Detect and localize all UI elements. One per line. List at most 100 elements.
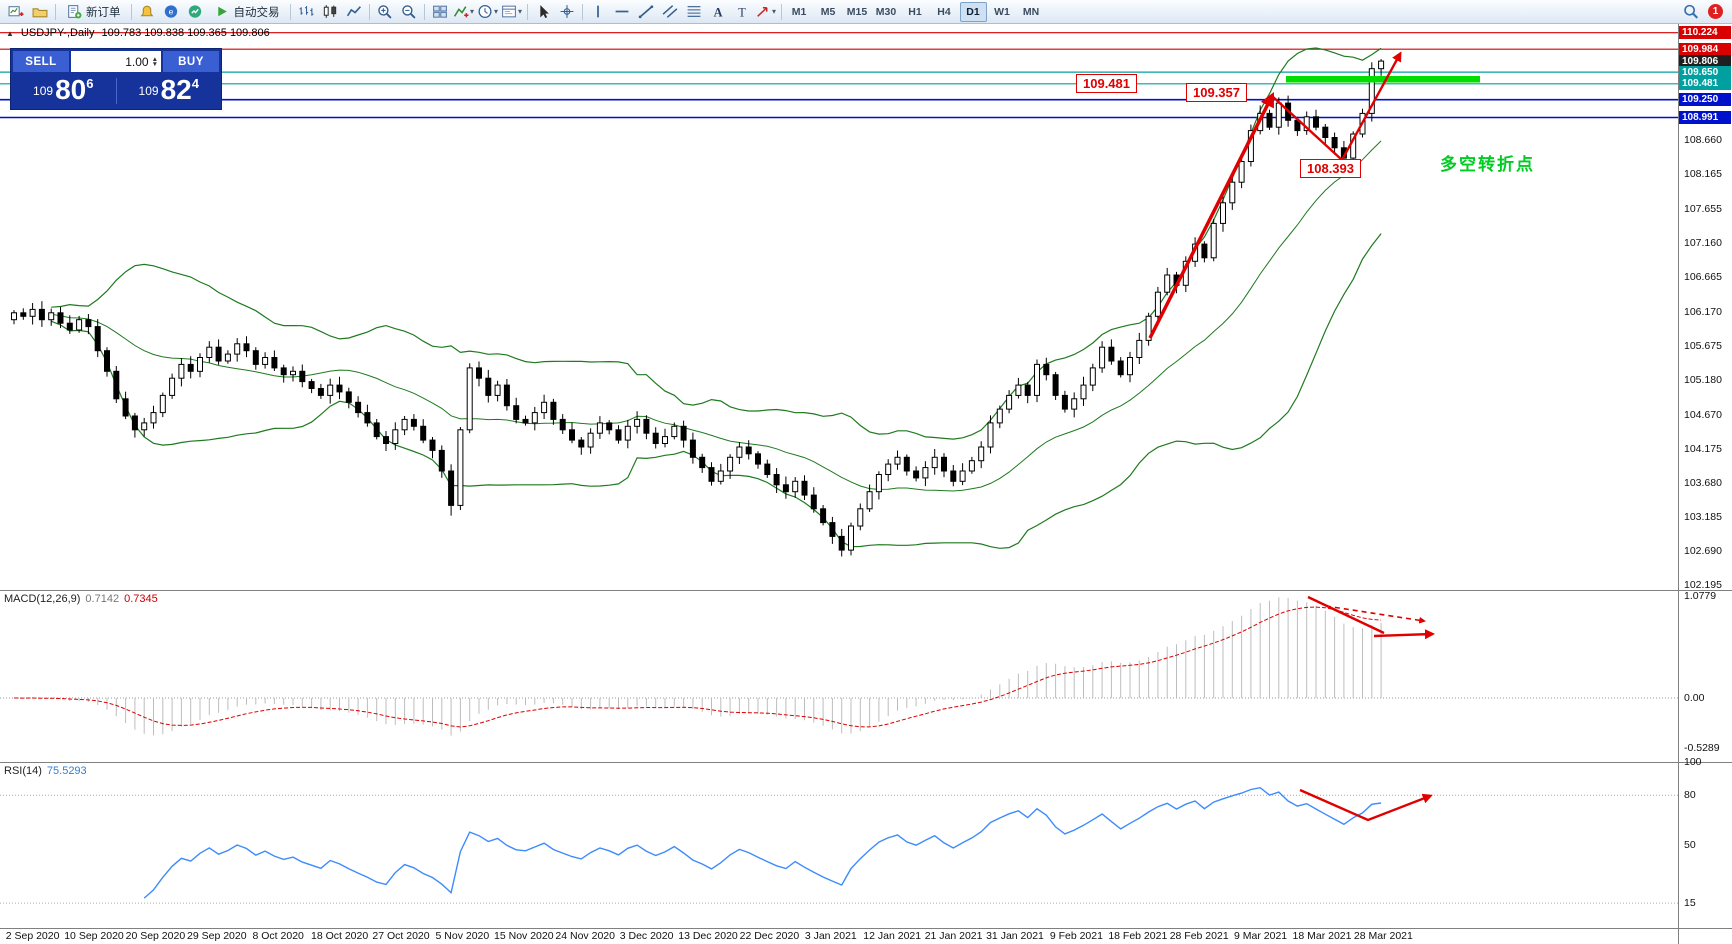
one-click-toggle-icon[interactable]: ▲	[6, 28, 14, 38]
line-chart-button[interactable]	[342, 1, 366, 23]
search-button[interactable]	[1679, 1, 1703, 23]
fibonacci-icon	[686, 4, 702, 19]
svg-text:e: e	[168, 6, 173, 16]
new-chart-icon	[8, 4, 24, 19]
toolbar-separator	[289, 3, 291, 20]
toolbar-separator	[423, 3, 425, 20]
timeframe-m30-button[interactable]: M30	[875, 5, 897, 18]
volume-up-icon[interactable]: ▲	[151, 55, 158, 63]
turning-point-text[interactable]: 多空转折点	[1440, 155, 1535, 174]
crosshair-button[interactable]	[555, 1, 579, 23]
price-annotation-peak[interactable]: 109.357	[1186, 83, 1247, 102]
profiles-button[interactable]	[28, 1, 52, 23]
alert-button[interactable]	[135, 1, 159, 23]
cursor-button[interactable]	[531, 1, 555, 23]
timeframe-m15-button[interactable]: M15	[846, 5, 868, 18]
volume-value: 1.00	[125, 54, 149, 69]
hline-icon	[614, 4, 630, 19]
bars-button[interactable]	[294, 1, 318, 23]
template-button[interactable]: ▾	[500, 1, 524, 23]
text-button[interactable]: A	[706, 1, 730, 23]
toolbar-separator	[581, 3, 583, 20]
market-button[interactable]	[183, 1, 207, 23]
ohlc-values: 109.783 109.838 109.365 109.806	[101, 27, 270, 39]
new-chart-button[interactable]	[4, 1, 28, 23]
price-annotation-dip[interactable]: 108.393	[1300, 159, 1361, 178]
channel-icon	[662, 4, 678, 19]
profiles-icon	[32, 4, 48, 19]
timeframe-w1-button[interactable]: W1	[994, 5, 1010, 18]
sell-price[interactable]: 109 80 6	[11, 76, 116, 105]
chevron-down-icon: ▾	[469, 7, 474, 16]
price-divider	[115, 77, 117, 104]
timeframe-h4-button[interactable]: H4	[937, 5, 951, 18]
search-icon	[1683, 4, 1699, 19]
autotrade-play-icon	[214, 4, 230, 19]
market-icon	[187, 4, 203, 19]
candles-button[interactable]	[318, 1, 342, 23]
sell-price-sup: 6	[86, 76, 94, 91]
buy-price-sup: 4	[191, 76, 199, 91]
hline-button[interactable]	[610, 1, 634, 23]
volume-field[interactable]: 1.00 ▲ ▼	[71, 51, 161, 72]
notification-badge[interactable]: 1	[1708, 4, 1723, 19]
indicators-button[interactable]: ▾	[452, 1, 476, 23]
macd-main-value: 0.7142	[85, 593, 120, 605]
vline-button[interactable]	[586, 1, 610, 23]
cursor-icon	[535, 4, 551, 19]
zoom-out-button[interactable]	[397, 1, 421, 23]
timeframe-m5-button[interactable]: M5	[820, 5, 836, 18]
price-annotation-resistance[interactable]: 109.481	[1076, 74, 1137, 93]
tile-windows-button[interactable]	[428, 1, 452, 23]
mql5-button[interactable]: e	[159, 1, 183, 23]
buy-button[interactable]: BUY	[163, 51, 219, 72]
clock-button[interactable]: ▾	[476, 1, 500, 23]
timeframe-mn-button[interactable]: MN	[1022, 5, 1040, 18]
rsi-label: RSI(14) 75.5293	[4, 765, 87, 777]
timeframe-m1-button[interactable]: M1	[791, 5, 807, 18]
timeframe-d1-button[interactable]: D1	[959, 1, 987, 22]
autotrade-button[interactable]: 自动交易	[207, 1, 287, 23]
volume-down-icon[interactable]: ▼	[151, 60, 158, 68]
toolbar-separator	[780, 3, 782, 20]
trendline-button[interactable]	[634, 1, 658, 23]
zoom-out-icon	[401, 4, 417, 19]
buy-price-big: 82	[160, 74, 192, 105]
zoom-in-button[interactable]	[373, 1, 397, 23]
chevron-down-icon: ▾	[771, 7, 776, 16]
new-order-icon	[66, 4, 82, 19]
fibonacci-button[interactable]	[682, 1, 706, 23]
channel-button[interactable]	[658, 1, 682, 23]
crosshair-icon	[559, 4, 575, 19]
shapes-button[interactable]: ▾	[754, 1, 778, 23]
trendline-icon	[638, 4, 654, 19]
sell-price-big: 80	[55, 74, 87, 105]
alert-icon	[139, 4, 155, 19]
chevron-down-icon: ▾	[517, 7, 522, 16]
symbol-name: USDJPY-,Daily	[20, 27, 95, 39]
new-order-button-label: 新订单	[86, 6, 121, 19]
vline-icon	[590, 4, 606, 19]
new-order-button[interactable]: 新订单	[59, 1, 128, 23]
one-click-trade-panel: SELL 1.00 ▲ ▼ BUY 109 80 6 109 82 4	[10, 48, 222, 110]
tile-windows-icon	[432, 4, 448, 19]
svg-text:A: A	[713, 5, 722, 19]
clock-icon	[477, 4, 493, 19]
chevron-down-icon: ▾	[493, 7, 498, 16]
indicators-icon	[453, 4, 469, 19]
toolbar-separator	[368, 3, 370, 20]
buy-price[interactable]: 109 82 4	[117, 76, 222, 105]
label-button[interactable]: T	[730, 1, 754, 23]
macd-signal-value: 0.7345	[124, 593, 158, 605]
sell-button[interactable]: SELL	[13, 51, 69, 72]
main-toolbar: 新订单 e 自动交易 ▾ ▾ ▾ A T ▾ M1 M5 M15 M30 H1 H4 D1 W1 MN 1	[0, 0, 1732, 24]
bars-icon	[298, 4, 314, 19]
timeframe-h1-button[interactable]: H1	[908, 5, 922, 18]
line-chart-icon	[346, 4, 362, 19]
svg-text:T: T	[738, 5, 746, 19]
candles-icon	[322, 4, 338, 19]
buy-price-prefix: 109	[138, 84, 159, 98]
toolbar-separator	[526, 3, 528, 20]
